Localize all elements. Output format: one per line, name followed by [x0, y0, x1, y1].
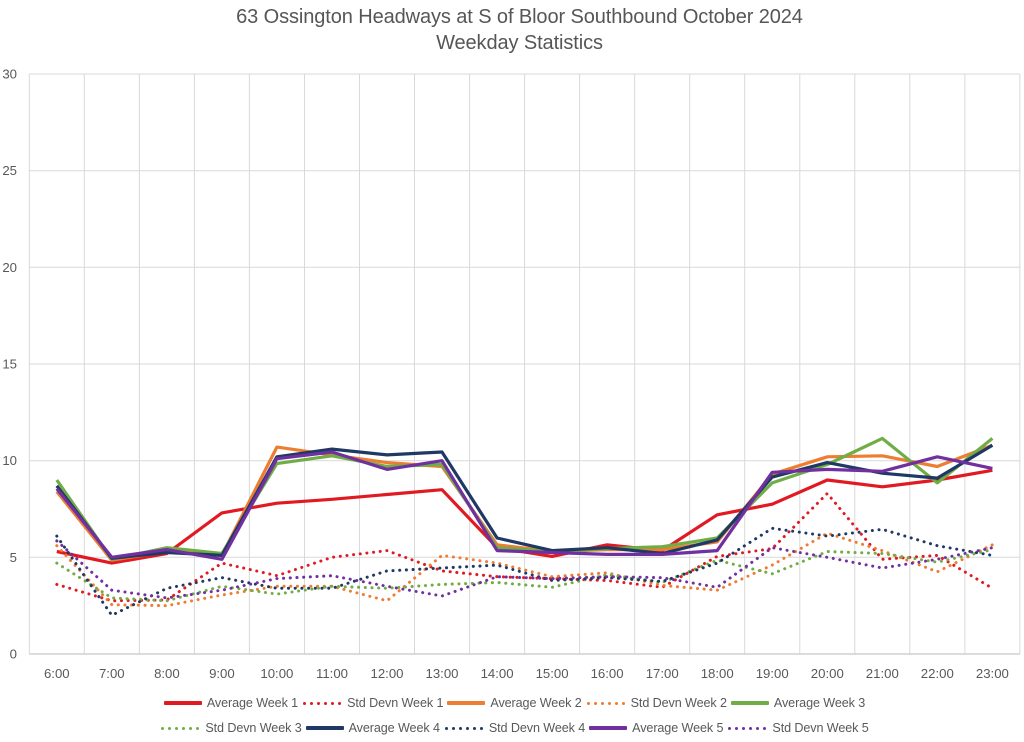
svg-text:21:00: 21:00 — [866, 666, 899, 681]
svg-text:25: 25 — [2, 163, 17, 178]
svg-text:19:00: 19:00 — [756, 666, 789, 681]
svg-text:12:00: 12:00 — [370, 666, 403, 681]
svg-text:16:00: 16:00 — [591, 666, 624, 681]
svg-text:15:00: 15:00 — [536, 666, 569, 681]
svg-text:20:00: 20:00 — [811, 666, 844, 681]
svg-text:10:00: 10:00 — [260, 666, 293, 681]
svg-text:14:00: 14:00 — [481, 666, 514, 681]
svg-text:7:00: 7:00 — [99, 666, 125, 681]
svg-text:6:00: 6:00 — [44, 666, 70, 681]
svg-text:11:00: 11:00 — [316, 666, 348, 681]
svg-text:15: 15 — [2, 356, 17, 371]
svg-text:23:00: 23:00 — [976, 666, 1009, 681]
svg-text:13:00: 13:00 — [425, 666, 458, 681]
svg-text:18:00: 18:00 — [701, 666, 734, 681]
svg-text:8:00: 8:00 — [154, 666, 180, 681]
svg-text:5: 5 — [10, 550, 17, 565]
svg-text:0: 0 — [10, 646, 17, 661]
svg-text:17:00: 17:00 — [646, 666, 679, 681]
svg-text:10: 10 — [2, 453, 17, 468]
svg-text:22:00: 22:00 — [921, 666, 954, 681]
svg-text:20: 20 — [2, 260, 17, 275]
svg-text:30: 30 — [2, 66, 17, 81]
svg-text:9:00: 9:00 — [209, 666, 235, 681]
